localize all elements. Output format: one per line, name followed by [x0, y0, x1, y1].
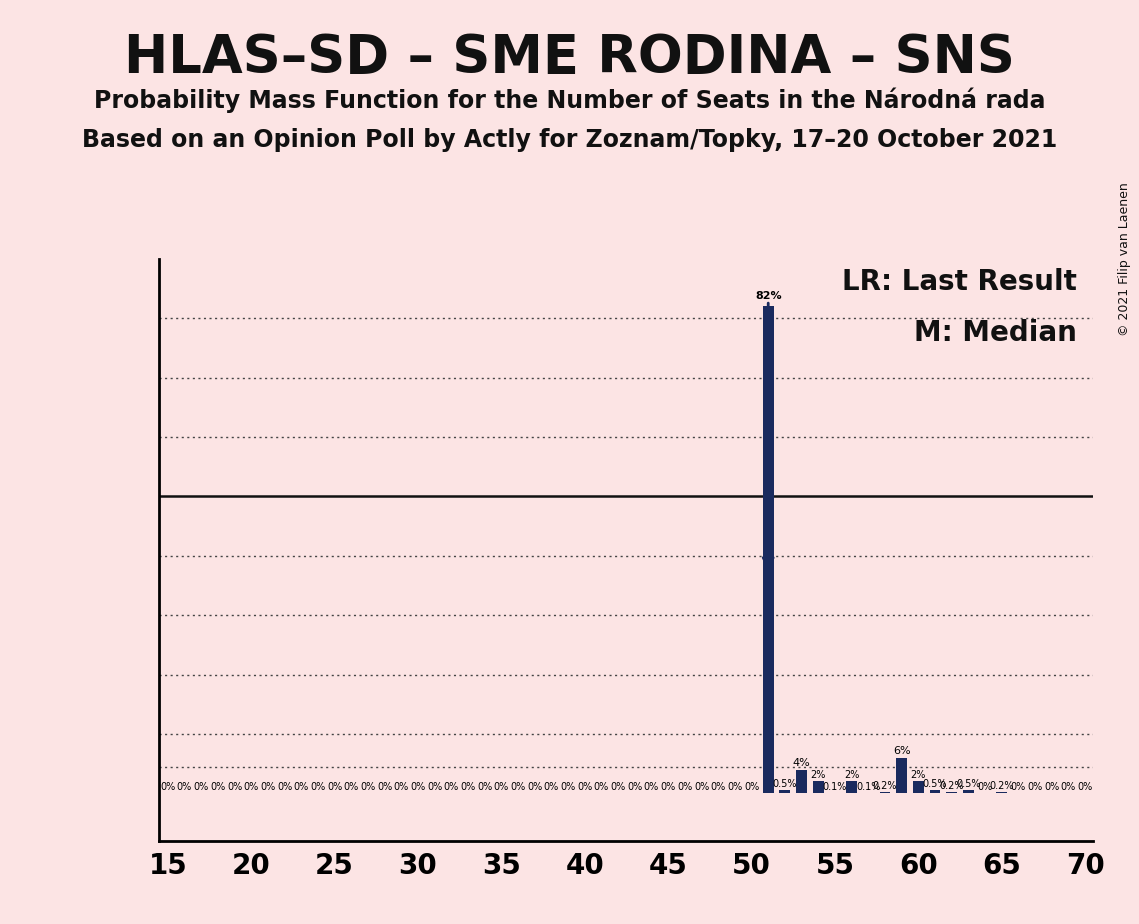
Text: 0%: 0%	[277, 782, 293, 792]
Text: 0%: 0%	[744, 782, 760, 792]
Text: 0%: 0%	[444, 782, 459, 792]
Text: M: Median: M: Median	[913, 319, 1076, 347]
Text: LR: Last Result: LR: Last Result	[842, 269, 1076, 297]
Text: 0.1%: 0.1%	[857, 782, 880, 792]
Text: 0.2%: 0.2%	[872, 781, 898, 791]
Text: 0%: 0%	[344, 782, 359, 792]
Text: 0%: 0%	[977, 782, 993, 792]
Text: 0%: 0%	[244, 782, 259, 792]
Bar	[912, 782, 924, 794]
Text: 2%: 2%	[911, 771, 926, 780]
Text: 0%: 0%	[1027, 782, 1042, 792]
Bar	[846, 782, 857, 794]
Bar	[879, 792, 891, 794]
Text: 0%: 0%	[694, 782, 710, 792]
Text: 0%: 0%	[327, 782, 342, 792]
Text: Probability Mass Function for the Number of Seats in the Národná rada: Probability Mass Function for the Number…	[93, 88, 1046, 114]
Text: 0%: 0%	[427, 782, 442, 792]
Text: 0%: 0%	[410, 782, 426, 792]
Text: 0.2%: 0.2%	[990, 781, 1014, 791]
Text: 0%: 0%	[527, 782, 542, 792]
Text: 0%: 0%	[678, 782, 693, 792]
Text: 0%: 0%	[577, 782, 592, 792]
Text: 0%: 0%	[360, 782, 376, 792]
Text: 0%: 0%	[1077, 782, 1092, 792]
Text: 0.1%: 0.1%	[822, 782, 847, 792]
Bar	[763, 306, 773, 794]
Text: 0.5%: 0.5%	[923, 779, 948, 789]
Text: 2%: 2%	[844, 771, 859, 780]
Text: 0%: 0%	[394, 782, 409, 792]
Text: 0%: 0%	[294, 782, 309, 792]
Bar	[929, 790, 941, 794]
Text: 0%: 0%	[727, 782, 743, 792]
Text: 0%: 0%	[460, 782, 476, 792]
Text: 0%: 0%	[310, 782, 326, 792]
Text: HLAS–SD – SME RODINA – SNS: HLAS–SD – SME RODINA – SNS	[124, 32, 1015, 84]
Bar	[997, 792, 1007, 794]
Text: 0.5%: 0.5%	[956, 779, 981, 789]
Text: 82%: 82%	[755, 291, 781, 301]
Bar	[796, 770, 808, 794]
Text: 0%: 0%	[377, 782, 392, 792]
Bar	[813, 782, 823, 794]
Text: 0.2%: 0.2%	[940, 781, 964, 791]
Bar	[779, 790, 790, 794]
Text: © 2021 Filip van Laenen: © 2021 Filip van Laenen	[1118, 182, 1131, 335]
Text: 0%: 0%	[477, 782, 492, 792]
Text: 0%: 0%	[211, 782, 226, 792]
Text: 0%: 0%	[1044, 782, 1059, 792]
Text: 0%: 0%	[560, 782, 575, 792]
Text: 0%: 0%	[227, 782, 243, 792]
Bar	[896, 758, 907, 794]
Text: 2%: 2%	[811, 771, 826, 780]
Text: 0%: 0%	[661, 782, 675, 792]
Text: 4%: 4%	[793, 758, 811, 768]
Text: 0%: 0%	[493, 782, 509, 792]
Text: 0%: 0%	[593, 782, 609, 792]
Text: 0%: 0%	[194, 782, 208, 792]
Text: 0%: 0%	[644, 782, 659, 792]
Text: 0%: 0%	[1060, 782, 1076, 792]
Text: Based on an Opinion Poll by Actly for Zoznam/Topky, 17–20 October 2021: Based on an Opinion Poll by Actly for Zo…	[82, 128, 1057, 152]
Text: 0%: 0%	[510, 782, 526, 792]
Bar	[947, 792, 957, 794]
Text: 0%: 0%	[711, 782, 726, 792]
Text: 0%: 0%	[177, 782, 192, 792]
Text: 0%: 0%	[543, 782, 559, 792]
Text: 0%: 0%	[1010, 782, 1026, 792]
Text: 0%: 0%	[611, 782, 625, 792]
Text: 0%: 0%	[628, 782, 642, 792]
Text: 0%: 0%	[161, 782, 175, 792]
Text: 0.5%: 0.5%	[772, 779, 797, 789]
Bar	[962, 790, 974, 794]
Text: 0%: 0%	[260, 782, 276, 792]
Text: 6%: 6%	[893, 746, 910, 756]
